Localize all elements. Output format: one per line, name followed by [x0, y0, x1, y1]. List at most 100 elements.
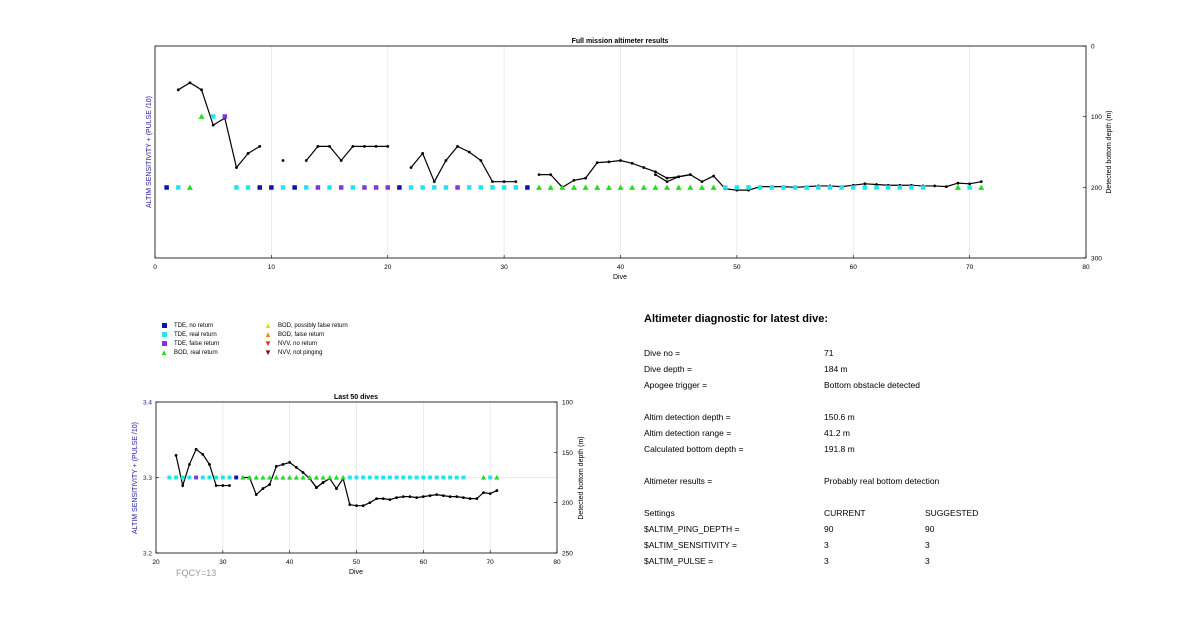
status-marker-tde-real — [354, 475, 359, 480]
status-marker-tde-real — [441, 475, 446, 480]
status-marker-tde-real — [361, 475, 366, 480]
depth-point — [395, 496, 398, 500]
x-tick-label: 50 — [733, 264, 741, 271]
legend-label: BOD, real return — [174, 350, 218, 356]
depth-point — [268, 483, 272, 486]
depth-point — [355, 504, 358, 508]
right-tick-label: 150 — [562, 450, 573, 457]
depth-line — [410, 145, 516, 184]
results-value: Probably real bottom detection — [824, 476, 940, 486]
status-marker-tde-no — [292, 185, 297, 190]
depth-line — [309, 477, 331, 489]
depth-point — [328, 144, 331, 148]
status-marker-tde-real — [408, 475, 412, 480]
current-header: CURRENT — [824, 508, 866, 518]
status-marker-bod-real — [186, 184, 193, 190]
setting-row: $ALTIM_SENSITIVITY = 3 3 — [644, 540, 1064, 552]
depth-point — [875, 183, 878, 186]
depth-point — [502, 180, 506, 184]
x-tick-label: 40 — [617, 264, 625, 271]
legend-label: BOD, possibly false return — [278, 323, 348, 329]
setting-suggested: 3 — [925, 556, 930, 566]
status-marker-bod-real — [253, 474, 259, 480]
status-marker-tde-real — [874, 185, 879, 190]
depth-point — [188, 463, 191, 466]
depth-point — [374, 144, 378, 148]
legend-marker: ▼ — [264, 348, 272, 357]
status-marker-tde-real — [414, 475, 419, 480]
depth-point — [455, 495, 459, 499]
x-tick-label: 70 — [487, 559, 495, 566]
depth-point — [462, 496, 465, 500]
depth-point — [214, 484, 218, 487]
status-marker-bod-real — [327, 474, 333, 480]
depth-point — [495, 489, 499, 492]
depth-point — [304, 159, 308, 162]
status-marker-tde-real — [443, 185, 449, 190]
setting-current: 3 — [824, 540, 829, 550]
depth-point — [409, 166, 413, 169]
legend-marker: ▼ — [264, 339, 272, 348]
diagnostic-panel: Altimeter diagnostic for latest dive: Di… — [644, 313, 1064, 566]
apogee-value: Bottom obstacle detected — [824, 380, 920, 390]
status-marker-tde-real — [920, 185, 926, 190]
depth-point — [301, 471, 305, 474]
bottom-status-markers — [167, 474, 500, 480]
status-marker-tde-false — [385, 185, 390, 190]
settings-header-row: Settings CURRENT SUGGESTED — [644, 508, 1064, 520]
bottom-right-ticks: 100 150 200 250 — [554, 400, 573, 558]
status-marker-tde-real — [897, 185, 903, 190]
depth-point — [200, 88, 203, 92]
depth-point — [281, 159, 285, 162]
status-marker-tde-real — [420, 185, 425, 190]
depth-line — [242, 461, 498, 507]
status-marker-tde-false — [455, 185, 460, 190]
bottom-depth-label: Calculated bottom depth = — [644, 444, 744, 454]
depth-point — [235, 166, 238, 169]
depth-point — [863, 182, 867, 186]
setting-current: 3 — [824, 556, 829, 566]
status-marker-bod-real — [570, 184, 577, 190]
depth-point — [665, 180, 669, 184]
status-marker-bod-real — [640, 184, 647, 190]
depth-point — [482, 491, 485, 494]
right-tick-label: 200 — [1091, 185, 1102, 192]
status-marker-bod-real — [267, 474, 273, 480]
depth-point — [630, 161, 634, 165]
status-marker-tde-real — [746, 185, 751, 190]
depth-point — [181, 484, 185, 487]
depth-point — [348, 503, 352, 507]
diagnostic-heading: Altimeter diagnostic for latest dive: — [644, 313, 828, 325]
detection-range-value: 41.2 m — [824, 428, 850, 438]
x-tick-label: 60 — [850, 264, 858, 271]
status-marker-tde-real — [374, 475, 379, 480]
status-marker-bod-real — [333, 474, 340, 480]
depth-point — [712, 174, 715, 178]
status-marker-bod-real — [320, 474, 326, 480]
status-marker-tde-no — [257, 185, 262, 190]
top-status-markers — [164, 113, 985, 190]
depth-point — [428, 494, 432, 498]
status-marker-tde-real — [722, 185, 728, 190]
status-marker-tde-real — [967, 185, 972, 190]
right-tick-label: 300 — [1091, 256, 1102, 263]
status-marker-tde-real — [769, 185, 775, 190]
status-marker-tde-real — [347, 475, 352, 480]
depth-line — [305, 145, 388, 162]
bottom-chart-title: Last 50 dives — [334, 394, 378, 401]
status-marker-tde-real — [408, 185, 414, 190]
status-marker-tde-false — [315, 185, 321, 190]
depth-point — [294, 466, 298, 469]
x-tick-label: 30 — [219, 559, 227, 566]
depth-point — [316, 144, 320, 148]
depth-point — [595, 161, 599, 165]
legend-marker: ▲ — [160, 348, 168, 357]
bottom-x-ticks: 20 30 40 50 60 70 80 — [152, 550, 561, 566]
status-marker-tde-false — [338, 185, 344, 190]
legend-label: TDE, no return — [174, 323, 214, 329]
status-marker-tde-real — [490, 185, 495, 190]
detection-range-label: Altim detection range = — [644, 428, 732, 438]
depth-point — [339, 159, 343, 162]
status-marker-tde-real — [381, 475, 386, 480]
depth-point — [456, 144, 459, 148]
